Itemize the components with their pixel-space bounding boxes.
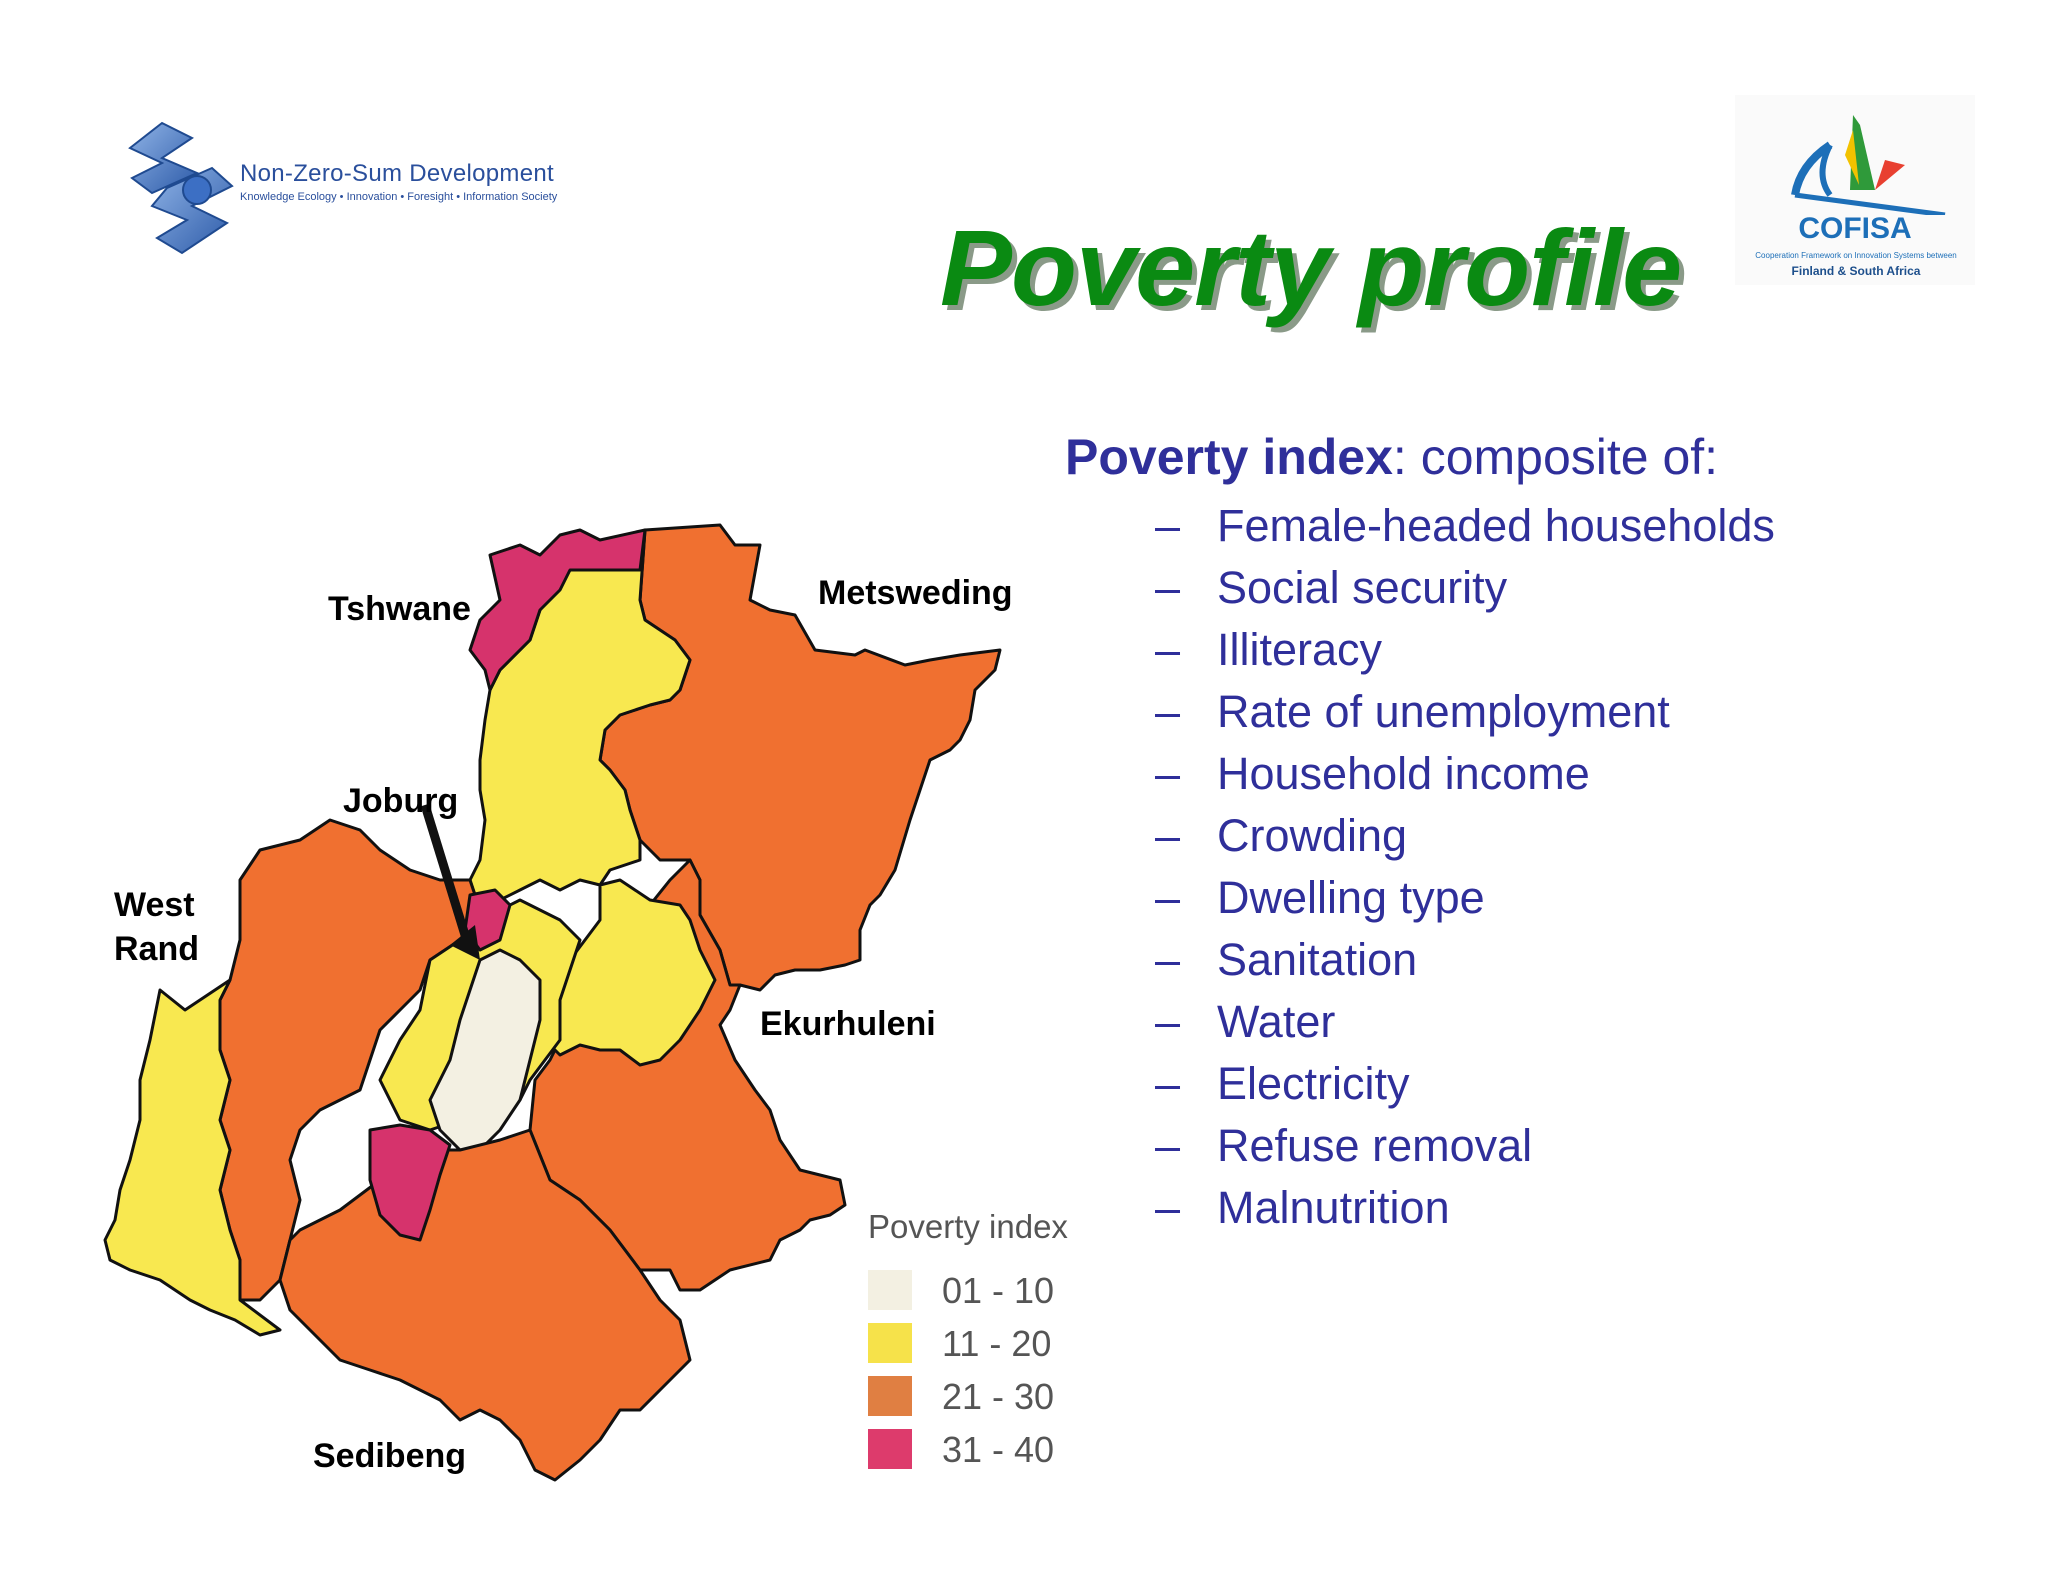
list-item: – Electricity xyxy=(1155,1058,1410,1109)
list-item: – Dwelling type xyxy=(1155,872,1485,923)
cofisa-emblem-icon xyxy=(1791,115,1946,218)
map-region-joburg-low xyxy=(428,948,542,1152)
list-item: – Malnutrition xyxy=(1155,1182,1450,1233)
list-item: – Female-headed households xyxy=(1155,500,1775,551)
list-item: – Crowding xyxy=(1155,810,1408,861)
legend-item: 11 - 20 xyxy=(868,1323,1128,1367)
map-region-sedibeng-high xyxy=(368,1123,452,1242)
list-item: – Refuse removal xyxy=(1155,1120,1533,1171)
map-region-tshwane-high xyxy=(468,528,647,692)
list-item: – Water xyxy=(1155,996,1336,1047)
region-label-ekurhuleni: Ekurhuleni xyxy=(760,1005,936,1043)
map-region-west-rand-yellow xyxy=(103,978,282,1337)
region-label-joburg: Joburg xyxy=(343,782,459,820)
legend-title: Poverty index xyxy=(868,1208,1068,1245)
list-item: – Social security xyxy=(1155,562,1508,613)
gauteng-poverty-map xyxy=(103,523,1002,1482)
legend-swatch xyxy=(868,1376,912,1416)
legend-label: 01 - 10 xyxy=(942,1270,1055,1311)
region-label-west-rand-2: Rand xyxy=(114,930,199,968)
region-label-metsweding: Metsweding xyxy=(818,574,1013,612)
region-label-tshwane: Tshwane xyxy=(328,590,471,628)
region-label-sedibeng: Sedibeng xyxy=(313,1437,467,1475)
list-item: – Illiteracy xyxy=(1155,624,1383,675)
legend-swatch xyxy=(868,1323,912,1363)
legend-swatch xyxy=(868,1429,912,1469)
region-label-west-rand-1: West xyxy=(114,886,195,924)
joburg-arrow-icon xyxy=(420,803,470,937)
poverty-index-heading-bold: Poverty index xyxy=(1065,429,1393,485)
list-item: – Sanitation xyxy=(1155,934,1418,985)
legend-label: 31 - 40 xyxy=(942,1429,1055,1470)
legend-item: 01 - 10 xyxy=(868,1270,1128,1314)
list-item: – Household income xyxy=(1155,748,1590,799)
map-region-tshwane xyxy=(468,528,692,912)
legend-swatch xyxy=(868,1270,912,1310)
poverty-index-list: – Female-headed households – Social securi… xyxy=(1155,495,1775,1239)
cofisa-name: COFISA xyxy=(1798,212,1912,245)
list-item: – Rate of unemployment xyxy=(1155,686,1670,737)
nzsd-logo xyxy=(122,118,582,268)
legend-label: 11 - 20 xyxy=(942,1323,1052,1364)
nzsd-emblem-icon xyxy=(128,121,234,255)
legend-label: 21 - 30 xyxy=(942,1376,1055,1417)
nzsd-name: Non-Zero-Sum Development xyxy=(240,160,554,187)
arrow-head-icon xyxy=(450,925,480,960)
poverty-index-heading-rest: : composite of: xyxy=(1392,429,1719,485)
cofisa-subtitle-2: Finland & South Africa xyxy=(1791,264,1921,278)
cofisa-subtitle: Cooperation Framework on Innovation Syst… xyxy=(1755,251,1957,260)
poverty-index-heading: Poverty index: composite of: xyxy=(1065,428,1718,486)
legend-item: 31 - 40 xyxy=(868,1429,1128,1473)
cofisa-logo xyxy=(1735,95,1975,285)
page-title: Poverty profile xyxy=(940,207,1682,328)
nzsd-tagline: Knowledge Ecology • Innovation • Foresig… xyxy=(240,191,558,203)
legend-item: 21 - 30 xyxy=(868,1376,1128,1420)
